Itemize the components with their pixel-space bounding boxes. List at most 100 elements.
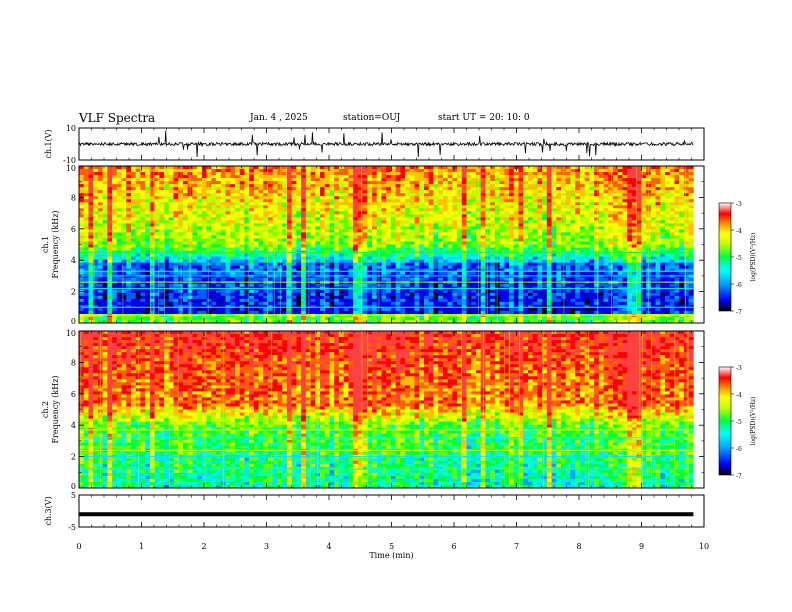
spectrogram-cell: [121, 223, 127, 227]
spectrogram-cell: [140, 277, 146, 282]
spectrogram-cell: [480, 244, 486, 248]
spectrogram-cell: [414, 184, 420, 188]
spectrogram-cell: [253, 223, 259, 227]
spectrogram-cell: [272, 202, 278, 206]
spectrogram-cell: [485, 205, 491, 209]
spectrogram-cell: [301, 181, 307, 185]
spectrogram-cell: [220, 244, 226, 248]
spectrogram-cell: [216, 277, 222, 282]
spectrogram-cell: [253, 238, 259, 242]
spectrogram-cell: [523, 202, 529, 206]
spectrogram-cell: [442, 220, 448, 224]
spectrogram-cell: [499, 169, 505, 173]
spectrogram-cell: [220, 310, 226, 315]
spectrogram-cell: [386, 241, 392, 245]
spectrogram-cell: [220, 307, 226, 312]
spectrogram-cell: [135, 244, 141, 248]
spectrogram-cell: [272, 307, 278, 312]
spectrogram-cell: [452, 316, 458, 321]
spectrogram-cell: [301, 310, 307, 315]
spectrogram-cell: [447, 292, 453, 297]
spectrogram-cell: [315, 205, 321, 209]
spectrogram-cell: [386, 295, 392, 300]
spectrogram-cell: [433, 292, 439, 297]
spectrogram-cell: [343, 259, 349, 263]
spectrogram-cell: [93, 241, 99, 245]
spectrogram-cell: [457, 295, 463, 300]
spectrogram-cell: [338, 217, 344, 221]
spectrogram-cell: [466, 277, 472, 282]
spectrogram-cell: [244, 235, 250, 239]
spectrogram-cell: [343, 235, 349, 239]
spectrogram-cell: [471, 175, 477, 179]
spectrogram-cell: [334, 193, 340, 197]
spectrogram-cell: [523, 229, 529, 233]
spectrogram-cell: [130, 223, 137, 227]
spectrogram-cell: [225, 271, 231, 275]
spectrogram-cell: [291, 199, 297, 203]
spectrogram-cell: [362, 310, 368, 315]
spectrogram-cell: [424, 259, 430, 263]
spectrogram-cell: [263, 292, 269, 297]
spectrogram-cell: [428, 316, 434, 321]
spectrogram-cell: [490, 289, 496, 294]
spectrogram-cell: [485, 265, 491, 269]
spectrogram-cell: [447, 247, 453, 251]
spectrogram-cell: [414, 232, 420, 236]
spectrogram-cell: [372, 244, 378, 248]
spectrogram-cell: [244, 166, 250, 170]
spectrogram-cell: [320, 178, 326, 182]
spectrogram-cell: [173, 316, 179, 321]
spectrogram-cell: [296, 178, 302, 182]
spectrogram-cell: [305, 304, 311, 309]
spectrogram-cell: [239, 244, 245, 248]
spectrogram-cell: [372, 307, 378, 312]
spectrogram-cell: [414, 199, 420, 203]
spectrogram-cell: [471, 319, 477, 324]
spectrogram-cell: [230, 214, 236, 218]
spectrogram-cell: [206, 262, 212, 266]
spectrogram-cell: [140, 316, 146, 321]
spectrogram-cell: [527, 169, 533, 173]
spectrogram-cell: [320, 214, 326, 218]
spectrogram-cell: [225, 217, 231, 221]
spectrogram-cell: [471, 247, 477, 251]
spectrogram-cell: [116, 217, 122, 221]
spectrogram-cell: [164, 316, 170, 321]
spectrogram-cell: [324, 244, 330, 248]
spectrogram-cell: [438, 271, 444, 275]
spectrogram-cell: [324, 238, 330, 242]
spectrogram-cell: [409, 211, 415, 215]
spectrogram-cell: [466, 319, 472, 324]
spectrogram-cell: [239, 205, 245, 209]
spectrogram-cell: [466, 244, 472, 248]
spectrogram-cell: [414, 256, 420, 260]
spectrogram-cell: [438, 184, 444, 188]
spectrogram-cell: [386, 289, 392, 294]
spectrogram-cell: [277, 172, 283, 176]
spectrogram-cell: [116, 232, 122, 236]
spectrogram-cell: [381, 310, 387, 315]
spectrogram-cell: [362, 232, 368, 236]
spectrogram-cell: [386, 208, 392, 212]
spectrogram-cell: [310, 181, 316, 185]
spectrogram-cell: [168, 268, 174, 272]
spectrogram-cell: [296, 277, 302, 282]
spectrogram-cell: [126, 277, 132, 282]
spectrogram-cell: [509, 307, 515, 312]
spectrogram-cell: [523, 232, 529, 236]
spectrogram-cell: [263, 256, 269, 260]
spectrogram-cell: [320, 289, 326, 294]
spectrogram-cell: [357, 235, 363, 239]
spectrogram-cell: [509, 208, 515, 212]
spectrogram-cell: [504, 223, 510, 227]
spectrogram-cell: [88, 316, 94, 321]
spectrogram-cell: [116, 259, 122, 263]
spectrogram-cell: [121, 241, 127, 245]
spectrogram-cell: [419, 295, 425, 300]
spectrogram-cell: [395, 175, 401, 179]
spectrogram-cell: [263, 232, 269, 236]
spectrogram-cell: [220, 214, 226, 218]
spectrogram-cell: [263, 259, 269, 263]
spectrogram-cell: [244, 196, 250, 200]
